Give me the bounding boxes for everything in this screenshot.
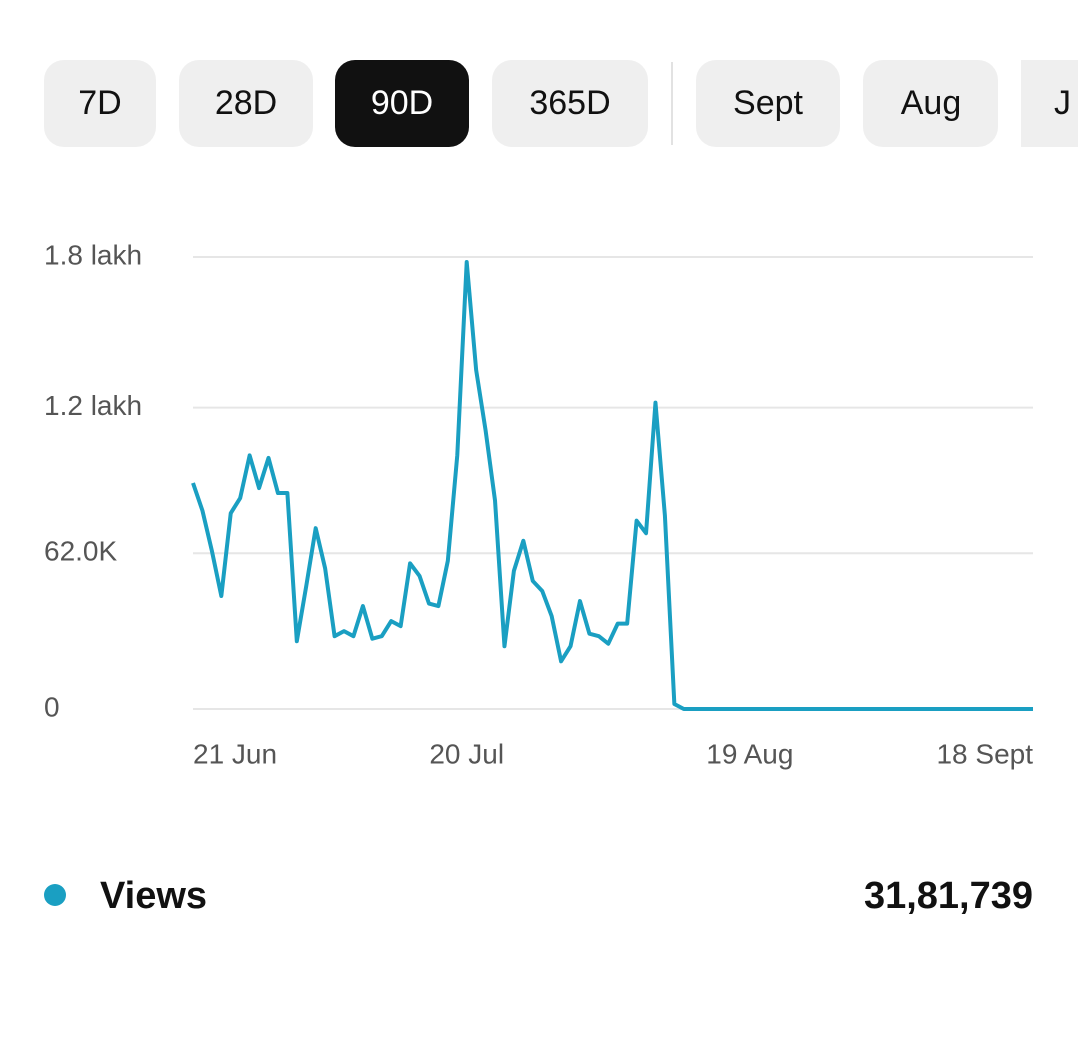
tab-bg[interactable] xyxy=(696,60,840,147)
y-tick-label: 1.2 lakh xyxy=(44,390,142,421)
tab-label[interactable]: 7D xyxy=(78,84,121,122)
x-tick-label: 18 Sept xyxy=(936,738,1033,769)
line xyxy=(191,260,1033,711)
y-tick-label: 62.0K xyxy=(44,536,117,567)
legend-marker xyxy=(44,884,66,906)
tab[interactable]: 7D xyxy=(44,60,156,147)
tab-label[interactable]: J xyxy=(1054,84,1071,122)
tab-label[interactable]: Sept xyxy=(733,84,803,122)
tab[interactable]: Sept xyxy=(696,60,840,147)
tab-bg[interactable] xyxy=(863,60,998,147)
x-tick-label: 20 Jul xyxy=(429,738,504,769)
tab-bg[interactable] xyxy=(492,60,648,147)
tab[interactable]: J xyxy=(1021,60,1078,147)
tab[interactable]: Aug xyxy=(863,60,998,147)
x-tick-label: 21 Jun xyxy=(193,738,277,769)
tab-label[interactable]: 365D xyxy=(529,84,610,122)
legend-label: Views xyxy=(100,875,207,917)
tab[interactable]: 28D xyxy=(179,60,313,147)
tab-label[interactable]: 28D xyxy=(215,84,277,122)
tab-label[interactable]: Aug xyxy=(901,84,962,122)
tab-bg[interactable] xyxy=(335,60,469,147)
y-tick-label: 1.8 lakh xyxy=(44,239,142,270)
tab-bg[interactable] xyxy=(44,60,156,147)
tab-label[interactable]: 90D xyxy=(371,84,433,122)
plot: 0 62.0K 1.2 lakh 1.8 lakh 21 Jun 20 Jul 19 Aug… xyxy=(44,239,1033,769)
x-tick-label: 19 Aug xyxy=(706,738,793,769)
tab-bg[interactable] xyxy=(1021,60,1078,147)
y-tick-label: 0 xyxy=(44,691,60,722)
tab-bg[interactable] xyxy=(179,60,313,147)
tab-selected[interactable]: 90D xyxy=(335,60,469,147)
total-value: 31,81,739 xyxy=(864,875,1033,917)
tab[interactable]: 365D xyxy=(492,60,648,147)
